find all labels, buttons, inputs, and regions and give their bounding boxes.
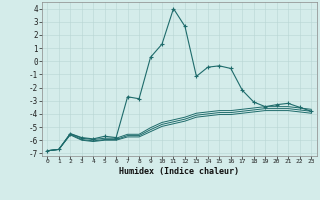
X-axis label: Humidex (Indice chaleur): Humidex (Indice chaleur) [119, 167, 239, 176]
